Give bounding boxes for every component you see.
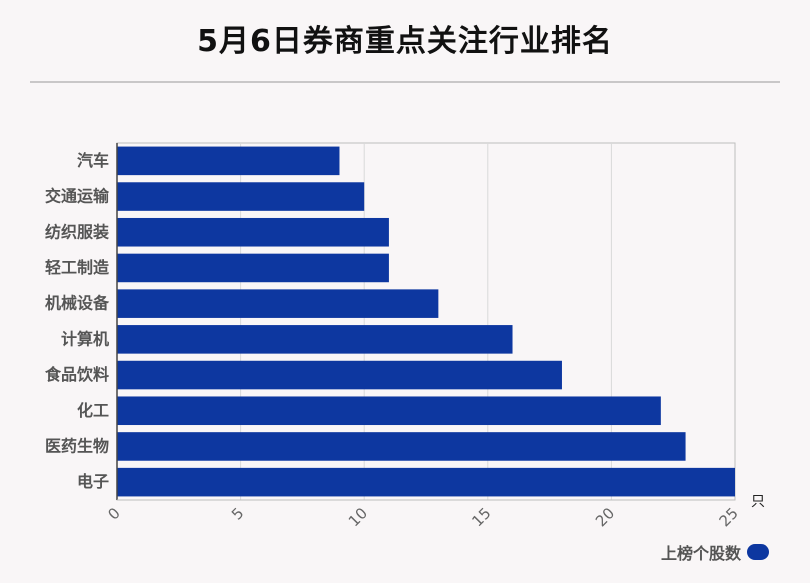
bar: [117, 325, 513, 354]
category-label: 交通运输: [45, 187, 110, 206]
bar: [117, 396, 661, 426]
x-unit-label: 只: [751, 494, 765, 510]
legend-label: 上榜个股数: [660, 544, 741, 563]
legend-swatch: [747, 544, 769, 560]
bar: [117, 467, 735, 497]
x-tick-label: 15: [468, 504, 494, 530]
category-label: 医药生物: [45, 436, 109, 455]
x-tick-label: 5: [228, 504, 247, 523]
legend: 上榜个股数: [661, 540, 769, 564]
title-divider: [30, 81, 780, 83]
x-tick-label: 10: [345, 504, 371, 530]
category-label: 汽车: [77, 151, 109, 170]
category-label: 机械设备: [45, 294, 110, 313]
category-label: 轻工制造: [45, 258, 110, 277]
x-tick-label: 0: [104, 504, 123, 523]
x-tick-label: 25: [716, 504, 742, 530]
bar: [117, 432, 686, 461]
bar: [117, 253, 389, 283]
category-label: 纺织服装: [45, 222, 109, 241]
bar: [117, 360, 562, 390]
category-label: 食品饮料: [44, 365, 109, 384]
category-label: 计算机: [61, 329, 109, 348]
category-label: 化工: [77, 401, 109, 420]
bar: [117, 217, 389, 247]
chart-title: 5月6日券商重点关注行业排名: [197, 24, 613, 59]
bar: [117, 182, 365, 211]
x-tick-label: 20: [592, 504, 618, 530]
bar: [117, 146, 340, 176]
bar: [117, 289, 439, 318]
category-label: 电子: [77, 472, 109, 491]
